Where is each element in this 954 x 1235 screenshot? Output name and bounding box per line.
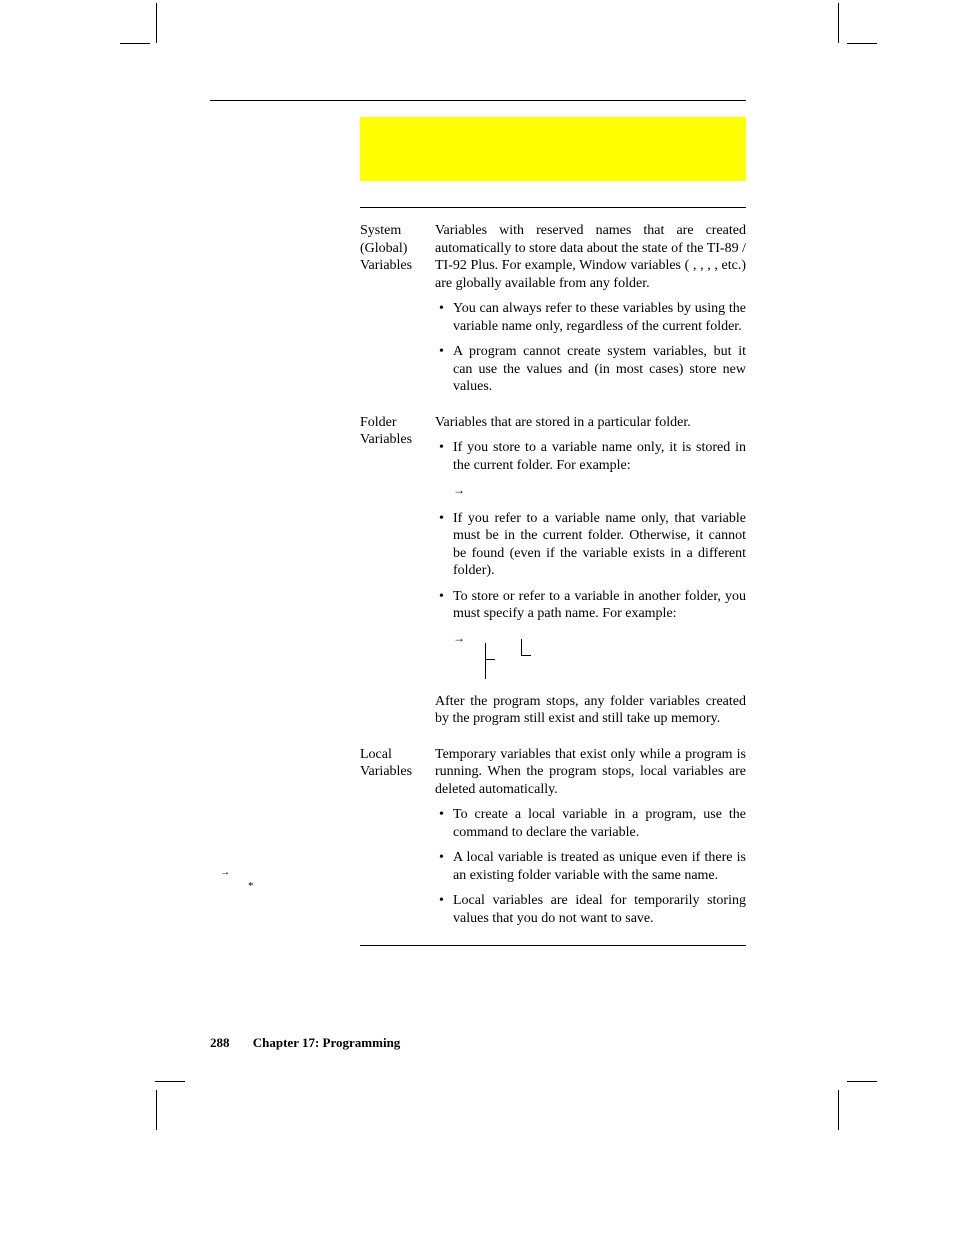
end-rule <box>360 945 746 946</box>
page-number: 288 <box>210 1035 230 1050</box>
intro-text: Variables with reserved names that are c… <box>435 222 746 292</box>
crop-mark <box>847 1081 877 1082</box>
highlight-banner <box>360 117 746 181</box>
chapter-title: Chapter 17: Programming <box>253 1035 401 1050</box>
row-description: Temporary variables that exist only whil… <box>435 746 746 936</box>
row-description: Variables with reserved names that are c… <box>435 222 746 404</box>
crop-mark <box>847 43 877 44</box>
row-label: System (Global) Variables <box>360 222 435 404</box>
list-item: To store or refer to a variable in anoth… <box>435 588 746 623</box>
code-example: → <box>435 482 746 500</box>
intro-text: Temporary variables that exist only whil… <box>435 746 746 799</box>
row-label: Local Variables <box>360 746 435 936</box>
crop-mark <box>156 3 157 43</box>
diagram-line <box>521 655 531 656</box>
list-item: To create a local variable in a program,… <box>435 806 746 841</box>
top-rule <box>210 100 746 101</box>
row-description: Variables that are stored in a particula… <box>435 414 746 736</box>
list-item: You can always refer to these variables … <box>435 300 746 335</box>
content-table: System (Global) Variables Variables with… <box>360 222 746 935</box>
table-row: Local Variables Temporary variables that… <box>360 746 746 936</box>
crop-mark <box>156 1090 157 1130</box>
list-item: A local variable is treated as unique ev… <box>435 849 746 884</box>
after-text: After the program stops, any folder vari… <box>435 693 746 728</box>
arrow-icon: → <box>453 483 465 497</box>
star-icon: * <box>220 880 254 892</box>
page-body: System (Global) Variables Variables with… <box>210 100 746 946</box>
diagram-line <box>485 643 486 679</box>
list-item: Local variables are ideal for temporaril… <box>435 892 746 927</box>
intro-text: Variables that are stored in a particula… <box>435 414 746 432</box>
row-label: Folder Variables <box>360 414 435 736</box>
list-item: If you refer to a variable name only, th… <box>435 510 746 580</box>
diagram-line <box>485 659 495 660</box>
list-item: If you store to a variable name only, it… <box>435 439 746 474</box>
page-footer: 288 Chapter 17: Programming <box>210 1035 400 1051</box>
crop-mark <box>838 1090 839 1130</box>
crop-mark <box>155 1081 185 1082</box>
arrow-icon: → <box>453 631 465 646</box>
crop-mark <box>838 3 839 43</box>
list-item: A program cannot create system variables… <box>435 343 746 396</box>
table-row: System (Global) Variables Variables with… <box>360 222 746 404</box>
section-rule <box>360 207 746 208</box>
arrow-icon: → <box>220 867 230 878</box>
diagram-line <box>521 639 522 655</box>
table-row: Folder Variables Variables that are stor… <box>360 414 746 736</box>
path-diagram: → <box>435 631 746 679</box>
crop-mark <box>120 43 150 44</box>
margin-note: → * <box>220 865 254 894</box>
